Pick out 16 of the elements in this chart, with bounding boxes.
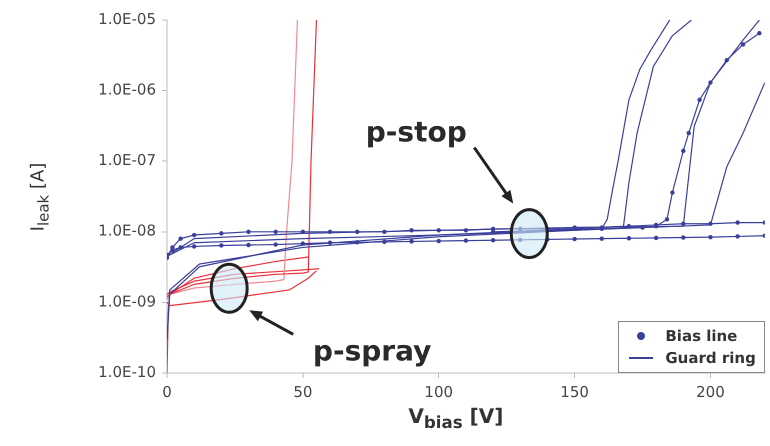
x-tick-label: 50 (293, 382, 312, 401)
y-tick-label: 1.0E-09 (98, 292, 156, 310)
y-tick-label: 1.0E-05 (98, 10, 156, 28)
y-tick-label: 1.0E-10 (98, 362, 156, 381)
x-axis-title: V$_{bias}$ [V] (408, 404, 504, 432)
x-tick-label: 150 (560, 382, 589, 401)
legend-label: Guard ring (665, 348, 756, 369)
legend-label: Bias line (665, 326, 738, 347)
x-tick-label: 100 (424, 382, 454, 401)
annotation: p-stop (366, 115, 467, 148)
y-tick-label: 1.0E-08 (98, 222, 156, 240)
y-tick-label: 1.0E-07 (98, 151, 156, 170)
annotation: p-spray (312, 334, 432, 368)
x-tick-label: 200 (696, 382, 725, 401)
x-tick-label: 0 (162, 382, 172, 401)
y-tick-label: 1.0E-06 (98, 80, 156, 98)
